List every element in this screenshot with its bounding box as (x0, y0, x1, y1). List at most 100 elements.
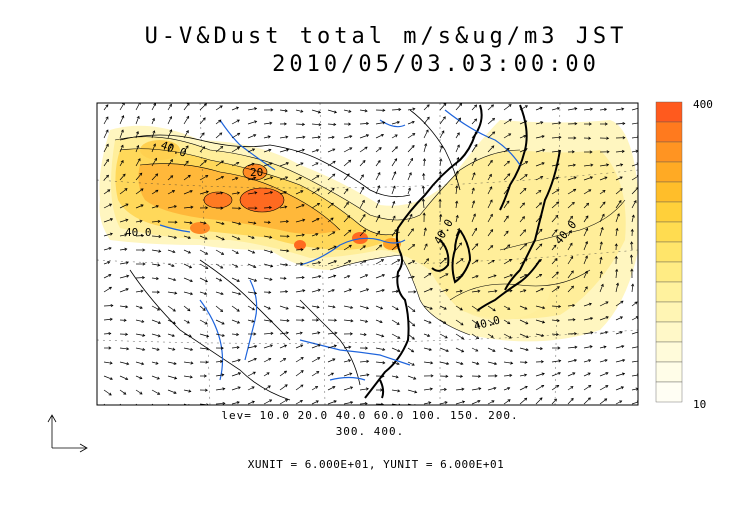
wind-vector-head (315, 400, 319, 404)
wind-vector (183, 103, 190, 111)
wind-vector-head (380, 402, 384, 405)
wind-vector-head (205, 388, 208, 392)
wind-vector (263, 122, 272, 125)
wind-vector (247, 235, 255, 239)
wind-vector-head (125, 261, 129, 265)
wind-vector (551, 360, 561, 363)
wind-vector (263, 207, 272, 209)
wind-vector-head (489, 159, 493, 163)
wind-vector-head (333, 400, 337, 404)
wind-vector (103, 159, 109, 167)
wind-vector (487, 245, 493, 251)
wind-vector-head (285, 162, 290, 166)
wind-vector (247, 358, 257, 363)
wind-vector (439, 116, 446, 125)
wind-vector (247, 345, 257, 349)
wind-vector-head (508, 335, 512, 339)
wind-vector (215, 146, 223, 153)
wind-vector (407, 187, 411, 195)
wind-vector-head (152, 130, 156, 134)
wind-vector-head (381, 288, 385, 292)
wind-vector (471, 290, 480, 293)
wind-vector-head (315, 233, 319, 237)
wind-vector (535, 333, 544, 337)
wind-vector-head (107, 189, 111, 193)
coastlines-borders (119, 104, 561, 401)
wind-vector-head (428, 272, 432, 276)
wind-vector (583, 255, 588, 265)
wind-vector-head (188, 265, 193, 269)
wind-vector-head (476, 322, 480, 326)
wind-vector-head (474, 227, 477, 231)
wind-vector-head (427, 333, 431, 337)
wind-vector-head (345, 201, 349, 205)
wind-vector-head (506, 160, 510, 164)
wind-vector-head (285, 219, 289, 224)
wind-vector-head (605, 372, 609, 376)
wind-vector-head (507, 173, 511, 177)
wind-vector (439, 230, 443, 237)
wind-vector (215, 360, 223, 363)
colorbar-swatch (655, 141, 683, 163)
wind-vector-head (347, 274, 351, 278)
wind-vector-head (494, 289, 498, 293)
wind-vector-head (556, 201, 560, 205)
wind-vector-head (189, 279, 193, 283)
wind-vector (343, 305, 353, 309)
wind-vector-head (472, 200, 476, 204)
wind-vector-head (302, 306, 306, 310)
wind-vector (423, 402, 431, 405)
wind-vector-head (523, 187, 527, 191)
wind-vector (167, 249, 176, 253)
wind-vector-head (446, 361, 450, 366)
wind-vector (135, 361, 144, 365)
wind-vector-head (509, 289, 513, 293)
wind-vector-head (106, 158, 109, 162)
colorbar-swatch (655, 301, 683, 323)
wind-vector (295, 234, 305, 237)
wind-vector-head (475, 274, 479, 279)
wind-vector-head (476, 336, 480, 339)
wind-vector-head (555, 176, 559, 180)
colorbar-swatch (655, 361, 683, 383)
wind-vector (503, 333, 512, 339)
wind-vector-head (360, 174, 364, 178)
wind-vector-head (380, 388, 384, 392)
wind-vector-head (412, 323, 416, 327)
wind-vector (295, 219, 305, 223)
wind-vector-head (366, 121, 370, 126)
wind-vector-head (638, 360, 640, 363)
wind-vector (583, 303, 592, 307)
wind-vector-head (331, 135, 335, 139)
wind-vector (631, 122, 638, 125)
wind-vector (535, 288, 544, 293)
wind-vector-head (332, 160, 336, 164)
wind-vector-head (237, 358, 241, 362)
wind-vector (183, 116, 189, 125)
wind-vector (535, 243, 543, 251)
wind-vector (391, 305, 399, 311)
wind-vector (247, 319, 255, 323)
wind-vector (487, 274, 497, 279)
wind-vector-head (506, 147, 510, 151)
wind-vector (215, 105, 223, 111)
wind-vector (407, 305, 416, 312)
wind-vector-head (254, 107, 258, 111)
wind-vector (567, 346, 577, 349)
wind-vector-head (106, 174, 109, 178)
wind-vector (231, 235, 240, 240)
wind-vector (487, 186, 493, 195)
wind-vector (215, 388, 225, 391)
wind-vector (487, 259, 495, 265)
wind-vector (455, 258, 464, 265)
wind-vector (167, 205, 177, 209)
wind-vector-head (204, 291, 208, 296)
wind-vector-head (317, 135, 321, 139)
wind-vector (279, 344, 287, 349)
wind-vector (231, 177, 238, 181)
wind-vector (295, 290, 305, 293)
wind-vector-head (301, 122, 306, 127)
wind-vector-head (219, 278, 223, 282)
wind-vector-head (316, 318, 320, 322)
wind-vector (183, 175, 191, 181)
